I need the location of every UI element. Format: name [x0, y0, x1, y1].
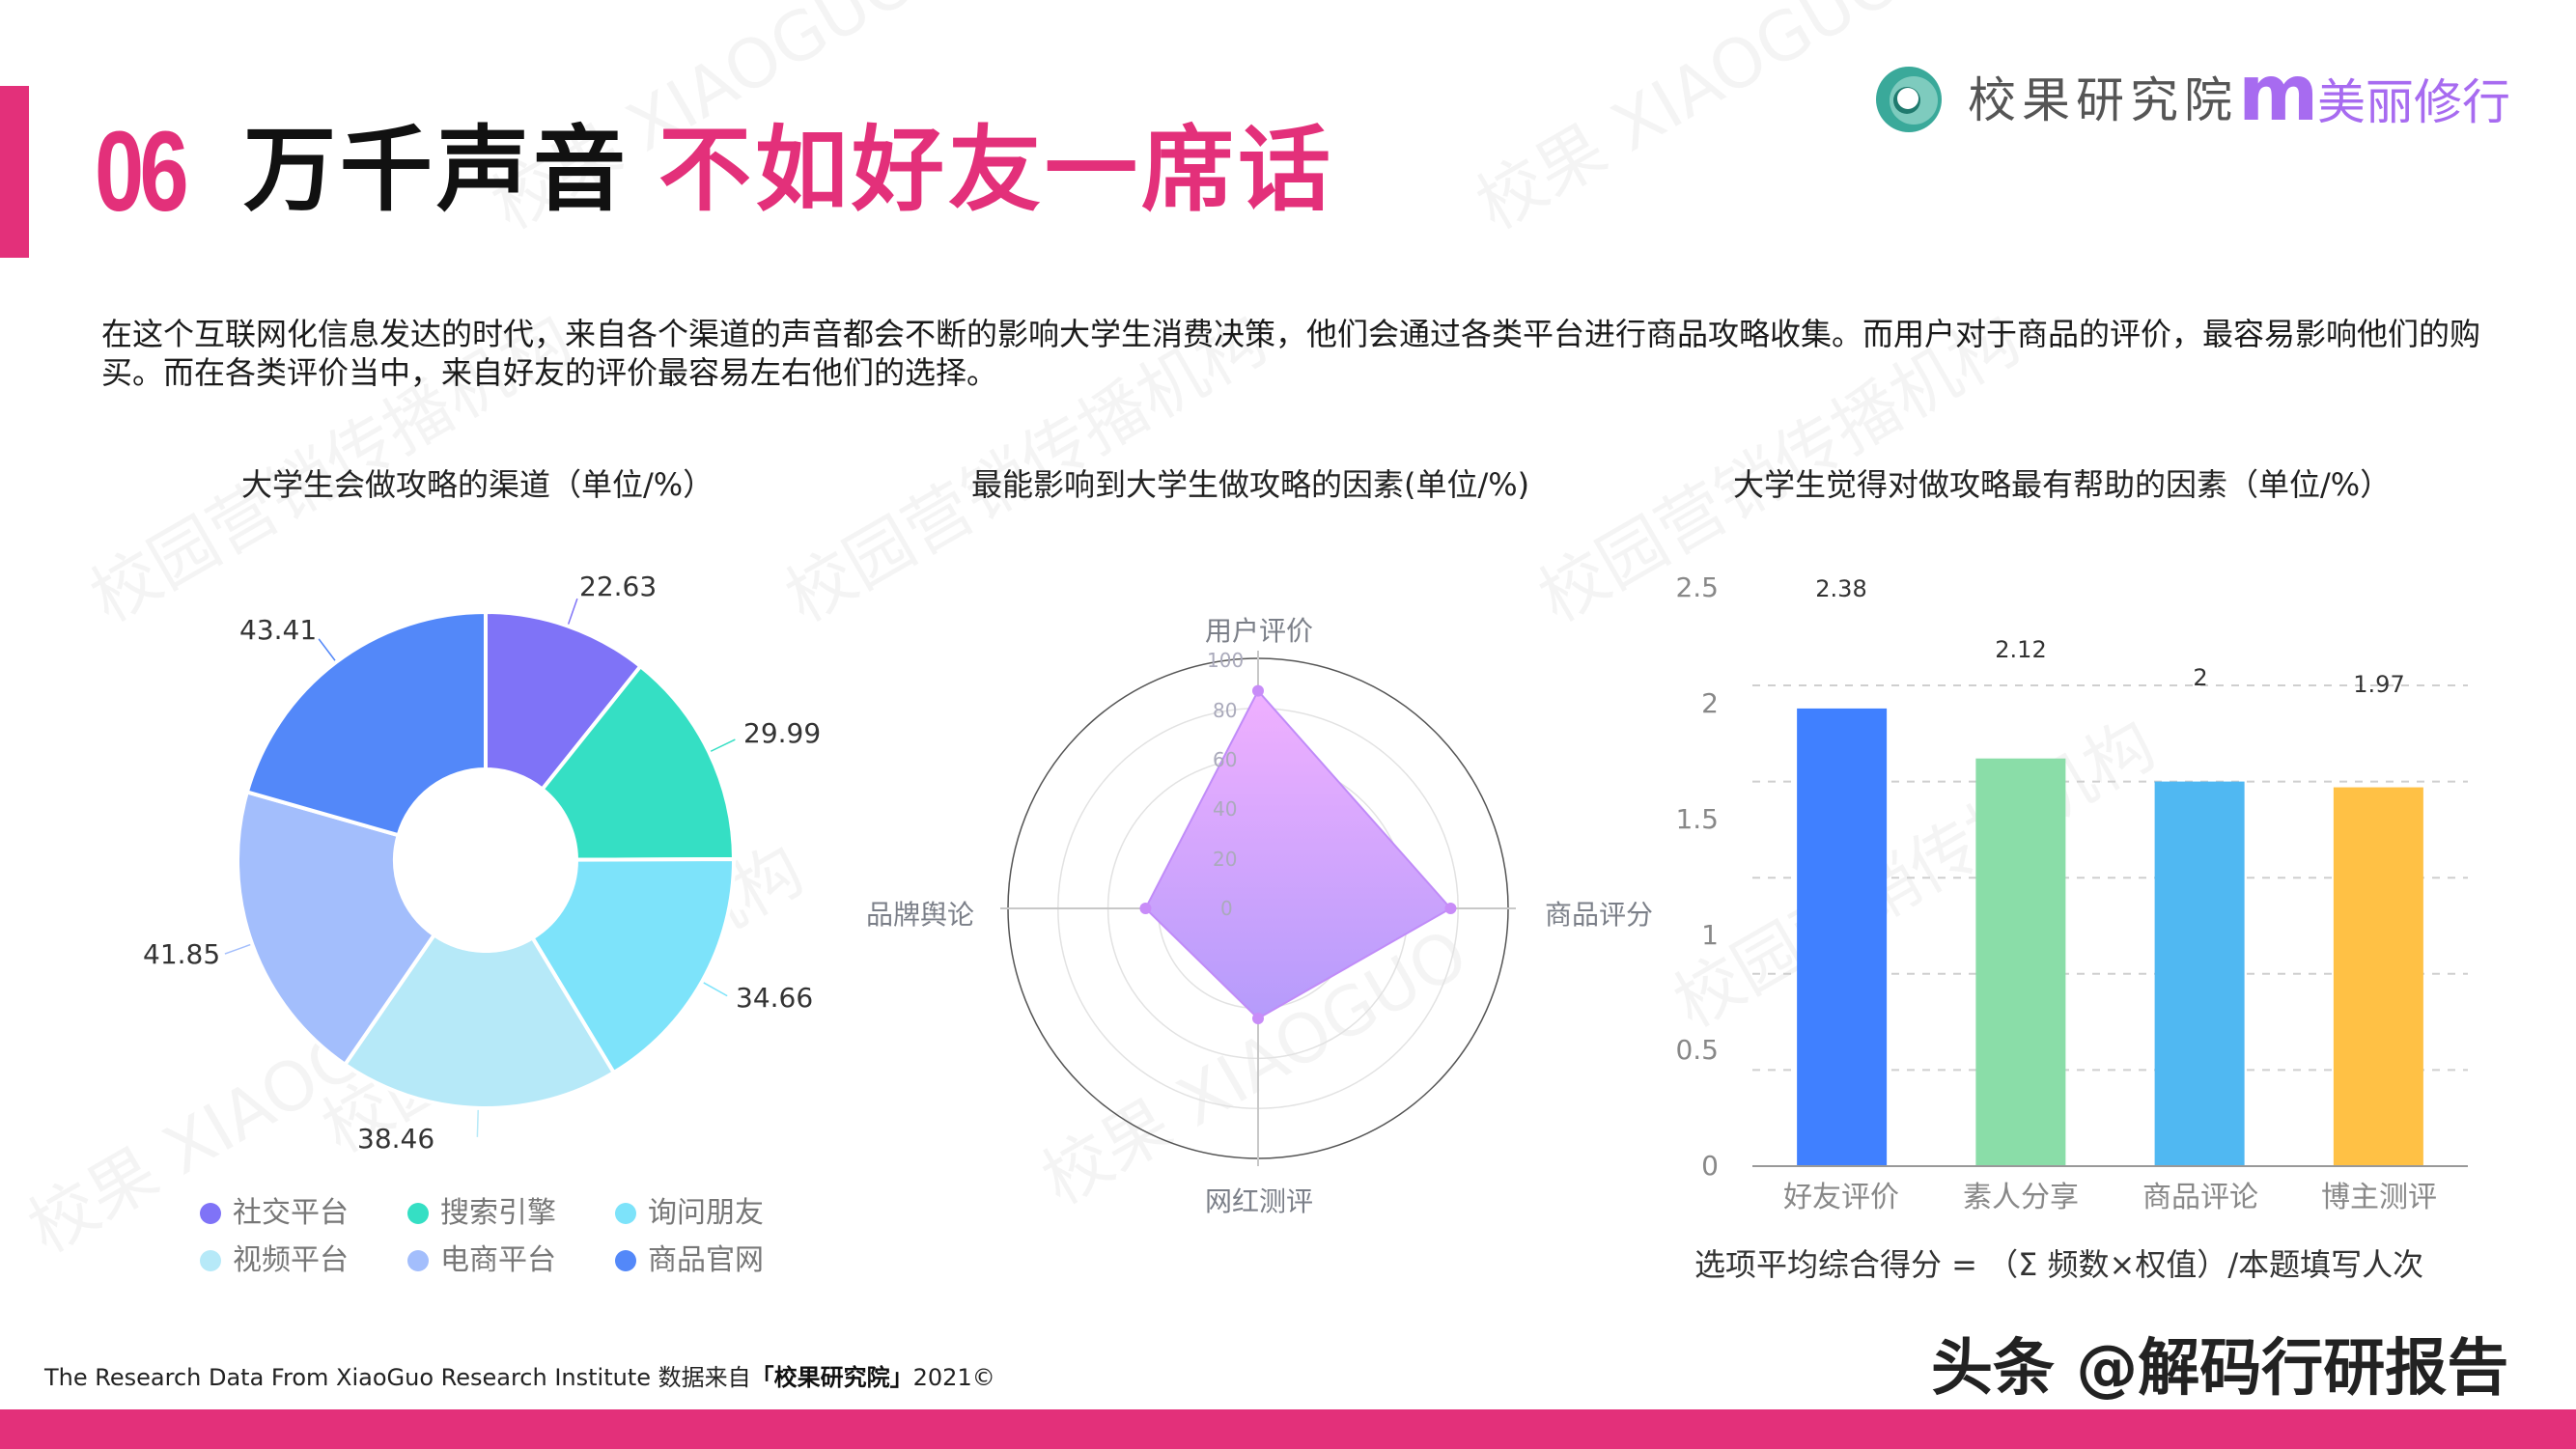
pie-slice[interactable]	[342, 932, 617, 1110]
legend-dot-icon	[200, 1203, 221, 1224]
partner-mark-icon: m	[2238, 48, 2318, 138]
legend-dot-icon	[200, 1250, 221, 1271]
source-prefix: The Research Data From XiaoGuo Research …	[44, 1364, 751, 1391]
x-tick-label: 好友评价	[1783, 1181, 1899, 1214]
pie-chart	[224, 598, 737, 1137]
pie-label: 34.66	[736, 982, 814, 1014]
pie-chart-title: 大学生会做攻略的渠道（单位/%）	[241, 466, 714, 503]
radar-tick: 40	[1213, 797, 1238, 821]
legend-dot-icon	[615, 1250, 636, 1271]
footer-bar	[0, 1409, 2576, 1449]
data-source: The Research Data From XiaoGuo Research …	[44, 1363, 995, 1392]
section-number: 06	[95, 108, 189, 236]
legend-dot-icon	[615, 1203, 636, 1224]
pie-slice[interactable]	[484, 609, 644, 793]
legend-label: 电商平台	[440, 1243, 556, 1277]
legend-label: 视频平台	[233, 1243, 349, 1277]
x-tick-label: 素人分享	[1963, 1181, 2079, 1214]
radar-chart-title: 最能影响到大学生做攻略的因素(单位/%)	[971, 466, 1530, 503]
y-tick-label: 0	[1701, 1150, 1719, 1182]
xiaoguo-logo-icon	[1876, 67, 1942, 132]
radar-tick: 60	[1213, 748, 1238, 771]
pie-label: 43.41	[239, 614, 318, 646]
intro-paragraph: 在这个互联网化信息发达的时代，来自各个渠道的声音都会不断的影响大学生消费决策，他…	[101, 316, 2481, 391]
page-title-highlight: 不如好友一席话	[658, 116, 1334, 224]
pie-slice[interactable]	[244, 609, 488, 838]
legend-dot-icon	[407, 1250, 429, 1271]
bar-value-label: 2.12	[1995, 636, 2047, 663]
radar-tick: 0	[1220, 897, 1233, 920]
x-tick-label: 博主测评	[2321, 1181, 2437, 1214]
bar[interactable]	[2333, 787, 2423, 1166]
legend-item-ecommerce[interactable]: 电商平台	[407, 1243, 556, 1278]
source-year: 2021©	[912, 1364, 995, 1391]
pie-label: 38.46	[357, 1123, 435, 1155]
radar-axis-label: 商品评分	[1545, 899, 1654, 931]
accent-bar	[0, 86, 29, 258]
pie-label: 22.63	[579, 571, 658, 602]
radar-tick: 100	[1207, 649, 1245, 672]
y-tick-label: 2	[1701, 687, 1719, 719]
author-credit: 头条 @解码行研报告	[1931, 1333, 2509, 1405]
legend-dot-icon	[407, 1203, 429, 1224]
x-tick-label: 商品评论	[2142, 1181, 2258, 1214]
legend-item-video[interactable]: 视频平台	[200, 1243, 349, 1278]
y-tick-label: 1	[1701, 919, 1719, 951]
legend-label: 搜索引擎	[440, 1196, 556, 1230]
bar-value-label: 1.97	[2353, 671, 2405, 698]
bar[interactable]	[1975, 758, 2066, 1166]
legend-label: 商品官网	[648, 1243, 764, 1277]
pie-label: 41.85	[143, 938, 221, 970]
pie-label: 29.99	[743, 717, 822, 749]
org-name: 校果研究院	[1968, 72, 2238, 128]
radar-axis-label: 网红测评	[1205, 1185, 1314, 1217]
legend-label: 社交平台	[233, 1196, 349, 1230]
pie-slice[interactable]	[539, 663, 737, 862]
y-tick-label: 1.5	[1675, 803, 1719, 835]
y-tick-label: 0.5	[1675, 1034, 1719, 1066]
source-org: 「校果研究院」	[750, 1364, 913, 1391]
radar-tick: 20	[1213, 848, 1238, 871]
bar-chart	[1752, 684, 2468, 1167]
bar[interactable]	[2154, 781, 2245, 1166]
radar-axis-label: 品牌舆论	[866, 899, 975, 931]
bar-value-label: 2.38	[1815, 575, 1867, 602]
pie-slice[interactable]	[236, 789, 437, 1068]
bar-chart-title: 大学生觉得对做攻略最有帮助的因素（单位/%）	[1733, 466, 2392, 503]
radar-chart	[1000, 651, 1516, 1166]
radar-tick: 80	[1213, 699, 1238, 722]
y-tick-label: 2.5	[1675, 571, 1719, 603]
legend-item-social[interactable]: 社交平台	[200, 1196, 349, 1231]
bar-value-label: 2	[2193, 664, 2208, 691]
legend-item-friends[interactable]: 询问朋友	[615, 1196, 764, 1231]
legend-item-official-site[interactable]: 商品官网	[615, 1243, 764, 1278]
radar-axis-label: 用户评价	[1205, 615, 1314, 647]
legend-label: 询问朋友	[648, 1196, 764, 1230]
score-formula-note: 选项平均综合得分 = （Σ 频数×权值）/本题填写人次	[1694, 1246, 2424, 1283]
partner-name: 美丽修行	[2317, 74, 2510, 130]
bar[interactable]	[1797, 708, 1888, 1166]
page-title: 万千声音	[243, 116, 630, 224]
legend-item-search[interactable]: 搜索引擎	[407, 1196, 556, 1231]
